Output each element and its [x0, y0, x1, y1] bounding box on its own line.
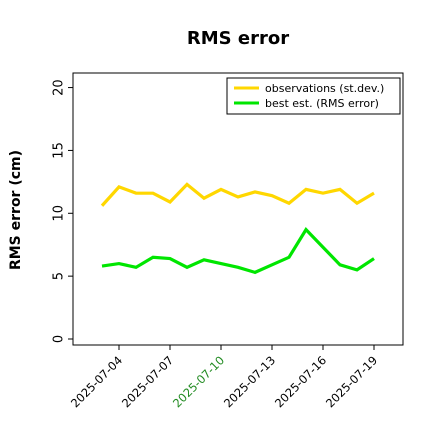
- y-tick-label: 20: [52, 79, 67, 96]
- x-tick-label: 2025-07-16: [272, 353, 329, 410]
- series-group: [100, 182, 375, 275]
- y-axis: 0 5 10 15 20: [52, 79, 73, 343]
- x-tick-label: 2025-07-13: [221, 353, 278, 410]
- series-line-1: [101, 227, 375, 275]
- y-tick-label: 15: [52, 142, 67, 159]
- legend-label-observations: observations (st.dev.): [265, 82, 384, 95]
- x-tick-label: 2025-07-04: [68, 353, 125, 410]
- y-tick-label: 0: [52, 335, 67, 343]
- legend: observations (st.dev.) best est. (RMS er…: [226, 77, 401, 115]
- x-tick-label: 2025-07-07: [119, 353, 176, 410]
- y-axis-label: RMS error (cm): [8, 150, 24, 270]
- legend-box: [226, 77, 401, 115]
- x-axis: 2025-07-042025-07-072025-07-102025-07-13…: [68, 345, 380, 410]
- series-line-0: [100, 182, 375, 207]
- plot-area: [72, 72, 404, 346]
- x-tick-label: 2025-07-10: [170, 353, 227, 410]
- y-tick-label: 10: [52, 205, 67, 222]
- y-tick-label: 5: [52, 272, 67, 280]
- legend-label-best-est: best est. (RMS error): [265, 97, 379, 110]
- x-tick-label: 2025-07-19: [323, 353, 380, 410]
- chart-title: RMS error: [187, 28, 289, 49]
